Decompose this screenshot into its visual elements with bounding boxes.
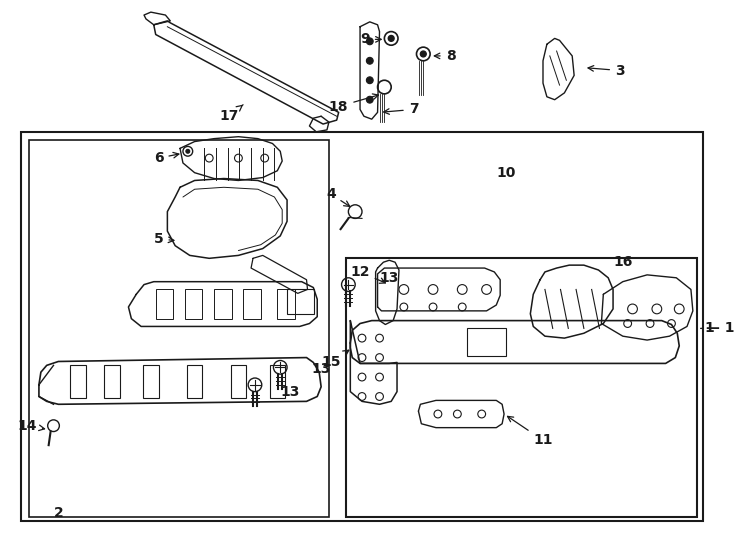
Bar xyxy=(143,366,159,399)
Text: 12: 12 xyxy=(350,265,385,284)
Text: 14: 14 xyxy=(18,418,45,433)
Text: 17: 17 xyxy=(219,105,243,123)
Circle shape xyxy=(366,57,373,64)
Text: 5: 5 xyxy=(153,232,174,246)
Bar xyxy=(214,289,232,319)
Circle shape xyxy=(388,36,394,42)
Circle shape xyxy=(366,77,373,84)
Text: 15: 15 xyxy=(321,350,349,369)
Bar xyxy=(21,132,702,521)
Bar xyxy=(243,289,261,319)
Text: 8: 8 xyxy=(435,49,455,63)
Text: 3: 3 xyxy=(588,64,625,78)
Text: 9: 9 xyxy=(360,32,381,46)
Bar xyxy=(70,366,86,399)
Text: 11: 11 xyxy=(507,416,553,447)
Text: 7: 7 xyxy=(384,103,418,117)
Text: 13: 13 xyxy=(311,362,331,376)
Bar xyxy=(346,258,697,517)
Bar xyxy=(269,366,285,399)
Text: — 1: — 1 xyxy=(705,321,734,335)
Circle shape xyxy=(186,150,190,153)
Text: 2: 2 xyxy=(54,507,63,520)
Bar xyxy=(230,366,246,399)
Bar xyxy=(156,289,173,319)
Bar xyxy=(29,140,329,517)
Bar xyxy=(287,289,314,314)
Text: 1: 1 xyxy=(701,321,714,335)
Bar xyxy=(185,289,203,319)
Text: 13: 13 xyxy=(379,271,399,285)
Text: 4: 4 xyxy=(326,187,349,206)
Bar xyxy=(277,289,295,319)
Circle shape xyxy=(366,38,373,45)
Text: 13: 13 xyxy=(280,384,299,399)
Bar xyxy=(187,366,203,399)
Text: 16: 16 xyxy=(613,255,633,269)
Text: 18: 18 xyxy=(329,94,379,113)
Circle shape xyxy=(421,51,426,57)
Bar xyxy=(467,328,506,356)
Bar xyxy=(104,366,120,399)
Text: 6: 6 xyxy=(154,151,179,165)
Text: 10: 10 xyxy=(496,166,516,180)
Circle shape xyxy=(366,96,373,103)
